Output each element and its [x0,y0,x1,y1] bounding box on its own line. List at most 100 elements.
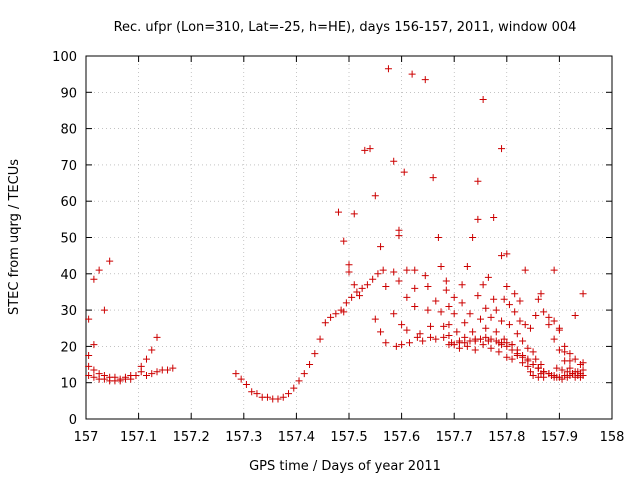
data-point [503,250,511,258]
data-point [537,290,545,298]
data-point [482,304,490,312]
data-point [398,321,406,329]
data-point [411,302,419,310]
x-axis-label: GPS time / Days of year 2011 [249,459,441,474]
data-point [579,366,587,374]
data-point [405,339,413,347]
y-tick-label: 50 [60,232,77,247]
data-point [500,335,508,343]
data-point [445,321,453,329]
data-point [490,295,498,303]
data-point [340,308,348,316]
data-point [390,157,398,165]
data-point [463,342,471,350]
data-point [532,355,540,363]
x-tick-label: 157.6 [383,430,420,445]
data-point [427,333,435,341]
data-point [442,286,450,294]
data-point [153,368,161,376]
data-point [495,348,503,356]
data-point [524,344,532,352]
data-point [248,388,256,396]
data-point [374,270,382,278]
data-point [519,337,527,345]
data-point [537,361,545,369]
x-tick-label: 157.9 [541,430,578,445]
x-tick-label: 157 [74,430,99,445]
y-tick-label: 0 [69,413,77,428]
data-point [350,281,358,289]
data-point [434,234,442,241]
data-point [321,319,329,327]
data-point [350,210,358,218]
data-point [116,377,124,385]
data-point [142,355,150,363]
data-point [579,290,587,298]
data-point [377,328,385,336]
data-point [550,266,558,274]
data-point [390,268,398,276]
data-point [345,261,353,269]
data-point [450,310,458,318]
data-point [332,310,340,318]
data-point [148,346,156,354]
data-point [395,277,403,285]
data-point [561,348,569,356]
data-point [516,317,524,325]
data-point [237,375,245,383]
data-point [279,393,287,401]
data-point [429,174,437,182]
data-point [403,326,411,334]
data-point [424,306,432,314]
data-point [461,319,469,327]
data-point [85,351,93,359]
data-point [511,290,519,298]
data-point [529,348,537,356]
data-point [432,335,440,343]
y-tick-label: 70 [60,159,77,174]
data-point [90,341,98,349]
data-point [474,292,482,300]
data-point [566,364,574,372]
data-point [579,359,587,367]
data-point [487,344,495,352]
data-point [440,333,448,341]
data-point [513,346,521,354]
data-point [526,368,534,376]
data-point [503,353,511,361]
data-point [540,308,548,316]
data-point [169,364,177,372]
data-point [566,350,574,358]
data-point [500,295,508,303]
data-point [395,232,403,240]
data-point [371,192,379,200]
data-point [379,266,387,274]
data-point [290,384,298,392]
data-point [95,266,103,274]
data-point [153,333,161,341]
data-point [463,263,471,271]
data-points [85,65,587,403]
data-point [437,308,445,316]
data-point [498,317,506,325]
data-point [132,371,140,379]
data-point [392,342,400,350]
data-point [458,299,466,307]
data-point [300,370,308,378]
data-point [458,281,466,289]
data-point [85,371,93,379]
data-point [345,268,353,276]
data-point [529,371,537,379]
data-point [340,237,348,245]
data-point [450,293,458,301]
data-point [432,297,440,305]
data-point [511,308,519,316]
data-point [505,301,513,309]
data-point [356,292,364,300]
data-point [306,361,314,369]
data-point [519,351,527,359]
data-point [85,315,93,323]
data-point [411,266,419,274]
